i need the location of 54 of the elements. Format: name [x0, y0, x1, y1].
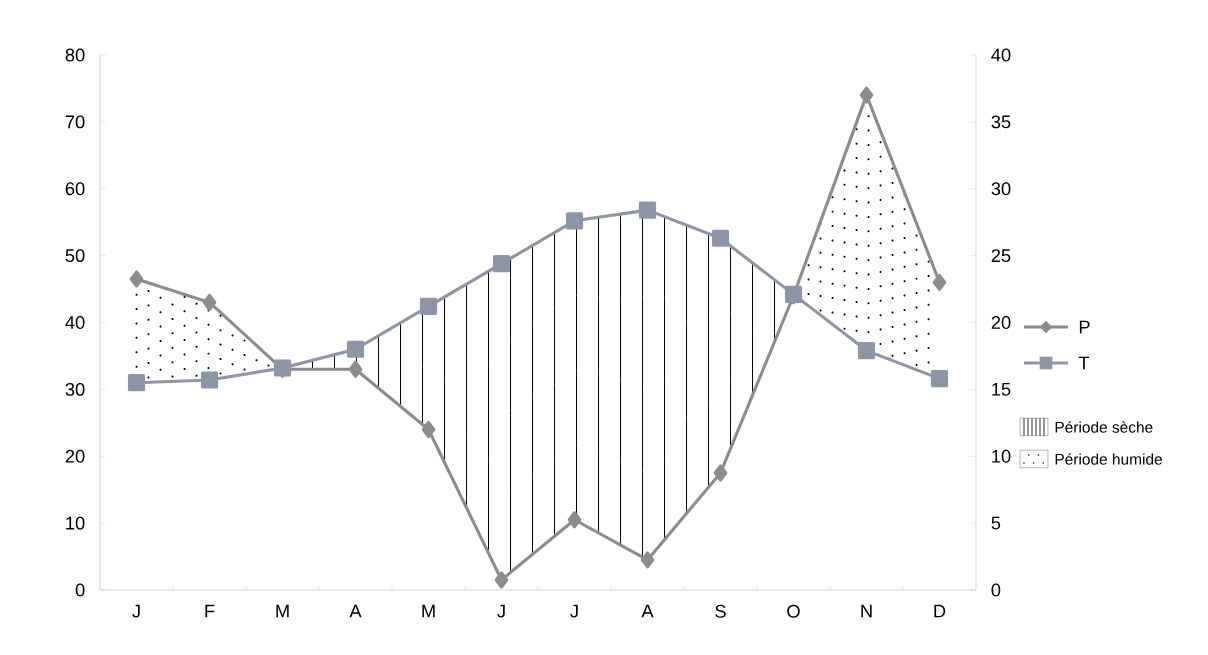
x-tick-label: J	[570, 604, 578, 618]
point	[127, 374, 146, 392]
x-tick-label: F	[205, 604, 215, 618]
y-tick-label: 30	[65, 382, 85, 396]
point	[129, 270, 144, 288]
point	[492, 255, 511, 273]
y2-tick-label: 35	[991, 115, 1011, 129]
point	[711, 229, 730, 247]
point	[346, 340, 365, 358]
y-tick-label: 80	[65, 48, 85, 62]
point	[348, 360, 363, 378]
y-tick-label: 50	[65, 249, 85, 263]
y-tick-label: 40	[65, 316, 85, 329]
point	[638, 201, 657, 219]
point	[419, 297, 438, 316]
point	[202, 293, 217, 311]
y2-tick-label: 20	[991, 316, 1011, 329]
y-tick-label: 0	[75, 583, 85, 597]
x-tick-label: M	[276, 604, 289, 618]
y-tick-label: 70	[65, 115, 85, 129]
text: Période humide	[1055, 453, 1162, 465]
x-tick-label: J	[497, 604, 505, 618]
x-tick-label: A	[641, 604, 654, 618]
y2-tick-label: 15	[992, 382, 1011, 396]
x-tick-label: D	[934, 604, 946, 618]
legend-label: T	[1078, 356, 1090, 370]
point	[713, 464, 728, 482]
point	[567, 511, 582, 529]
text: Période sèche	[1055, 421, 1153, 433]
x-tick-label: N	[861, 604, 872, 618]
x-tick-label: M	[422, 604, 435, 618]
point	[200, 371, 219, 389]
y-tick-label: 10	[66, 516, 85, 530]
x-tick-label: S	[715, 604, 726, 618]
y-tick-label: 60	[65, 182, 85, 196]
legend-label: P	[1079, 320, 1090, 334]
y2-tick-label: 40	[991, 48, 1011, 62]
point	[859, 86, 874, 104]
point	[930, 370, 949, 388]
point	[640, 551, 655, 569]
point	[932, 273, 947, 291]
y2-tick-label: 25	[991, 249, 1011, 263]
point	[565, 212, 584, 230]
y2-tick-label: 10	[992, 449, 1011, 463]
point	[421, 420, 436, 439]
y2-tick-label: 0	[991, 583, 1001, 597]
y2-tick-label: 5	[991, 516, 1001, 530]
y2-tick-label: 30	[991, 182, 1011, 196]
point	[857, 341, 876, 360]
x-tick-label: O	[787, 604, 800, 618]
y-tick-label: 20	[65, 449, 85, 463]
x-tick-label: A	[349, 604, 362, 618]
point	[494, 571, 509, 589]
x-tick-label: J	[132, 604, 140, 618]
